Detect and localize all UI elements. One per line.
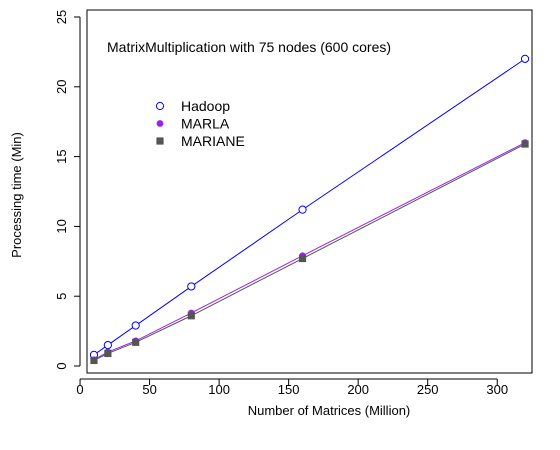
data-point-hadoop	[187, 282, 196, 291]
y-tick-label: 25	[54, 10, 69, 24]
series-line-marla	[93, 142, 526, 361]
x-tick-label: 50	[142, 382, 156, 397]
x-tick-label: 150	[278, 382, 300, 397]
data-point-mariane	[298, 254, 307, 263]
data-point-hadoop	[103, 340, 112, 350]
legend-marker-hadoop	[155, 101, 165, 111]
legend-marker-mariane	[156, 137, 164, 145]
x-tick-label: 100	[208, 382, 230, 397]
data-point-mariane	[104, 349, 112, 358]
series-mariane	[90, 140, 529, 365]
y-tick-label: 0	[54, 362, 69, 369]
data-point-mariane	[521, 140, 529, 148]
y-tick-label: 15	[54, 149, 69, 163]
legend-marker-marla	[156, 120, 164, 127]
data-point-mariane	[90, 356, 98, 365]
data-point-mariane	[187, 312, 195, 320]
x-tick-label: 0	[76, 382, 83, 397]
series-marla	[90, 139, 529, 364]
x-tick-label: 250	[417, 382, 439, 397]
legend-label-hadoop: Hadoop	[181, 98, 230, 114]
plot-frame	[86, 9, 533, 374]
y-axis-label: Processing time (Min)	[9, 132, 24, 258]
x-tick-label: 300	[486, 382, 508, 397]
series-hadoop	[89, 54, 530, 359]
data-point-hadoop	[131, 321, 140, 330]
legend-label-marla: MARLA	[181, 116, 230, 132]
data-point-hadoop	[520, 54, 530, 63]
y-tick-label: 10	[54, 219, 69, 233]
data-point-mariane	[132, 338, 140, 346]
data-point-hadoop	[298, 205, 307, 214]
y-tick-label: 20	[54, 80, 69, 94]
x-tick-label: 200	[347, 382, 369, 397]
chart-annotation: MatrixMultiplication with 75 nodes (600 …	[107, 39, 391, 55]
x-axis-label: Number of Matrices (Million)	[248, 403, 411, 418]
legend-label-mariane: MARIANE	[181, 133, 245, 149]
y-tick-label: 5	[54, 293, 69, 300]
